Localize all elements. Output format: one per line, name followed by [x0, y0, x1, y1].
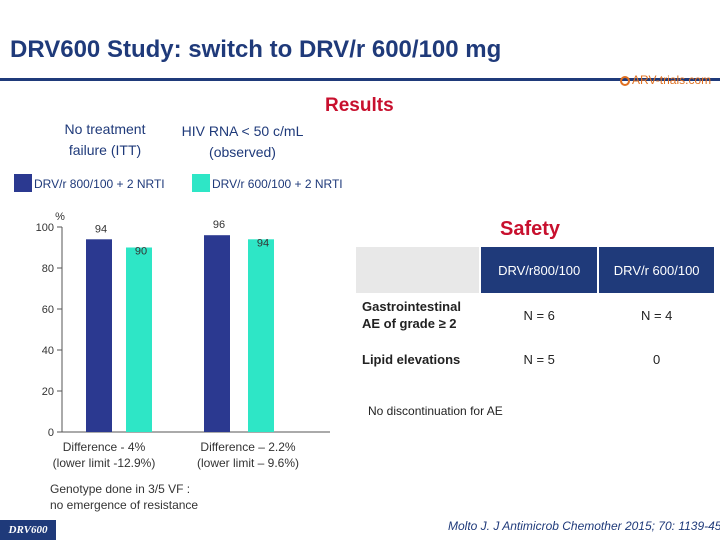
safety-heading: Safety — [500, 218, 561, 240]
y-tick-label: 0 — [48, 427, 54, 439]
genotype-note: Genotype done in 3/5 VF : no emergence o… — [50, 482, 199, 512]
legend-label-drv600: DRV/r 600/100 + 2 NRTI — [212, 177, 343, 191]
legend-item-drv800: DRV/r 800/100 + 2 NRTI — [14, 174, 165, 192]
group-label-no-treatment-failure: No treatment failure (ITT) — [64, 121, 146, 158]
slide-title: DRV600 Study: switch to DRV/r 600/100 mg — [10, 36, 502, 63]
legend-swatch-drv800 — [14, 174, 32, 192]
header-drv800: DRV/r800/100 — [480, 247, 600, 293]
bar-drv600-group-1 — [126, 247, 152, 432]
difference-note-itt: Difference - 4% (lower limit -12.9%) — [52, 440, 156, 470]
bar-value-label: 96 — [213, 219, 225, 231]
legend-swatch-drv600 — [192, 174, 210, 192]
bar-chart: 0 20 40 60 80 100% 94 96 90 94 — [36, 211, 330, 439]
row-label-gastrointestinal: Gastrointestinal AE of grade ≥ 2 — [362, 299, 461, 331]
arv-trials-logo: ARV-trials.com — [620, 73, 711, 87]
table-row: Lipid elevations N = 5 0 — [356, 337, 715, 381]
header-blank-cell — [356, 247, 482, 293]
safety-table-header: DRV/r800/100 DRV/r 600/100 — [356, 247, 716, 293]
title-divider — [0, 78, 720, 81]
bar-value-label: 94 — [95, 223, 107, 235]
cell-gi-drv600: N = 4 — [640, 307, 673, 323]
y-tick-label: 100 — [36, 222, 54, 234]
legend-label-drv800: DRV/r 800/100 + 2 NRTI — [34, 177, 165, 191]
bar-drv800-group-1 — [86, 239, 112, 432]
y-tick-label: 80 — [42, 263, 54, 275]
bar-drv800-group-2 — [204, 235, 230, 432]
group-label-hiv-rna: HIV RNA < 50 c/mL (observed) — [181, 123, 304, 160]
logo-ring-icon — [620, 76, 630, 86]
results-heading: Results — [325, 95, 394, 116]
cell-lipid-drv600: 0 — [653, 351, 661, 367]
legend-item-drv600: DRV/r 600/100 + 2 NRTI — [192, 174, 343, 192]
bar-value-label: 90 — [135, 246, 147, 258]
y-unit-label: % — [55, 211, 65, 223]
cell-gi-drv800: N = 6 — [523, 307, 555, 323]
citation: Molto J. J Antimicrob Chemother 2015; 70… — [448, 519, 720, 533]
difference-note-observed: Difference – 2.2% (lower limit – 9.6%) — [196, 440, 300, 470]
cell-lipid-drv800: N = 5 — [523, 351, 555, 367]
safety-table: DRV/r800/100 DRV/r 600/100 Gastrointesti… — [356, 247, 716, 381]
header-drv600: DRV/r 600/100 — [598, 247, 716, 293]
table-row: Gastrointestinal AE of grade ≥ 2 N = 6 N… — [356, 293, 715, 337]
no-discontinuation-note: No discontinuation for AE — [368, 404, 503, 418]
drv600-badge: DRV600 — [0, 520, 56, 540]
y-tick-label: 20 — [42, 386, 54, 398]
row-label-lipid: Lipid elevations — [362, 351, 461, 367]
logo-text: ARV-trials.com — [632, 73, 712, 87]
y-tick-label: 40 — [42, 345, 54, 357]
bar-drv600-group-2 — [248, 239, 274, 432]
bar-value-label: 94 — [257, 237, 269, 249]
y-tick-label: 60 — [42, 304, 54, 316]
